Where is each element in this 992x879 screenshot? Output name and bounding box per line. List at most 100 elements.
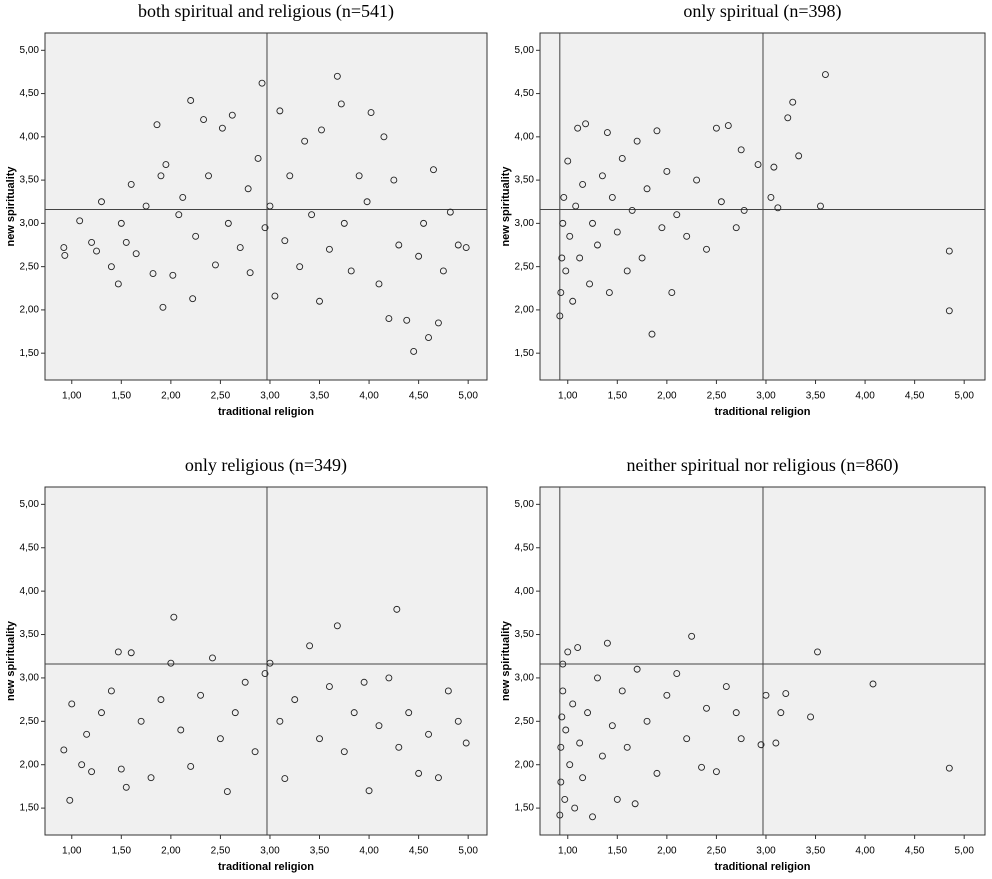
point — [598, 172, 606, 180]
point — [318, 126, 325, 134]
point — [712, 124, 720, 132]
y-tick-label: 4,00 — [20, 131, 40, 142]
point — [561, 795, 569, 803]
x-tick-label: 3,50 — [806, 846, 826, 857]
x-tick-label: 2,50 — [211, 391, 231, 402]
point — [574, 124, 582, 132]
point — [558, 713, 566, 721]
point — [425, 730, 432, 738]
point — [603, 129, 611, 136]
point — [770, 163, 778, 171]
y-tick-label: 3,00 — [20, 218, 40, 229]
x-axis-label: traditional religion — [715, 861, 811, 873]
point — [367, 109, 375, 117]
point — [60, 746, 68, 754]
point — [355, 172, 363, 180]
point — [757, 741, 765, 749]
point — [658, 224, 666, 232]
point — [613, 228, 621, 236]
point — [444, 687, 452, 695]
y-axis-label: new spirituality — [5, 620, 17, 701]
point — [574, 644, 582, 651]
point — [114, 280, 122, 288]
point — [246, 269, 254, 277]
x-tick-label: 3,50 — [310, 846, 330, 857]
y-tick-label: 3,50 — [515, 175, 535, 186]
point — [562, 726, 570, 734]
point — [301, 137, 309, 145]
point — [693, 176, 701, 184]
panel: both spiritual and religious (n=541) 1,00… — [5, 1, 488, 418]
x-tick-label: 1,00 — [62, 391, 82, 402]
point — [446, 208, 454, 216]
point — [149, 270, 157, 278]
point — [703, 704, 710, 712]
point — [663, 691, 671, 699]
y-tick-label: 1,50 — [20, 803, 40, 814]
point — [571, 804, 579, 812]
point — [724, 122, 732, 130]
x-tick-label: 2,00 — [657, 391, 677, 402]
point — [559, 219, 567, 227]
point — [200, 116, 208, 123]
point — [817, 202, 824, 210]
panel: neither spiritual nor religious (n=860) 1… — [500, 455, 986, 873]
point — [286, 172, 294, 180]
point — [633, 137, 641, 145]
panel-title: neither spiritual nor religious (n=860) — [626, 455, 898, 476]
point — [266, 202, 274, 210]
point — [340, 219, 348, 227]
x-tick-label: 3,00 — [756, 846, 776, 857]
point — [613, 795, 621, 803]
point — [462, 739, 470, 747]
x-tick-label: 4,00 — [359, 846, 379, 857]
point — [162, 161, 170, 168]
point — [218, 124, 226, 132]
point — [127, 649, 135, 657]
point — [454, 241, 462, 249]
point — [68, 700, 76, 708]
point — [945, 247, 953, 255]
point — [594, 241, 601, 249]
point — [576, 739, 584, 747]
point — [712, 768, 720, 776]
point — [306, 642, 314, 650]
point — [157, 172, 165, 180]
x-tick-label: 4,50 — [409, 846, 429, 857]
x-tick-label: 2,00 — [161, 391, 181, 402]
point — [137, 717, 145, 725]
point — [425, 334, 432, 342]
point — [266, 659, 274, 667]
y-tick-label: 1,50 — [515, 348, 535, 359]
point — [683, 232, 691, 240]
point — [403, 316, 411, 324]
point — [223, 788, 231, 796]
point — [598, 752, 606, 760]
point — [224, 219, 232, 227]
point — [167, 659, 175, 667]
point — [569, 700, 577, 708]
y-tick-label: 1,50 — [20, 348, 40, 359]
plot-area — [44, 486, 488, 836]
point — [395, 241, 403, 249]
point — [291, 696, 299, 704]
point — [276, 717, 284, 725]
point — [209, 654, 216, 662]
plot-area — [44, 32, 488, 381]
x-tick-label: 2,00 — [161, 846, 181, 857]
point — [608, 722, 616, 730]
point — [631, 800, 639, 808]
point — [562, 267, 570, 275]
point — [197, 691, 205, 699]
x-axis-label: traditional religion — [715, 406, 811, 418]
y-tick-label: 5,00 — [515, 499, 535, 510]
point — [192, 232, 200, 240]
point — [821, 71, 829, 78]
point — [589, 813, 596, 821]
point — [564, 648, 572, 656]
point — [434, 774, 442, 782]
point — [127, 180, 135, 188]
point — [638, 254, 646, 262]
point — [740, 206, 748, 214]
x-tick-label: 5,00 — [458, 391, 478, 402]
